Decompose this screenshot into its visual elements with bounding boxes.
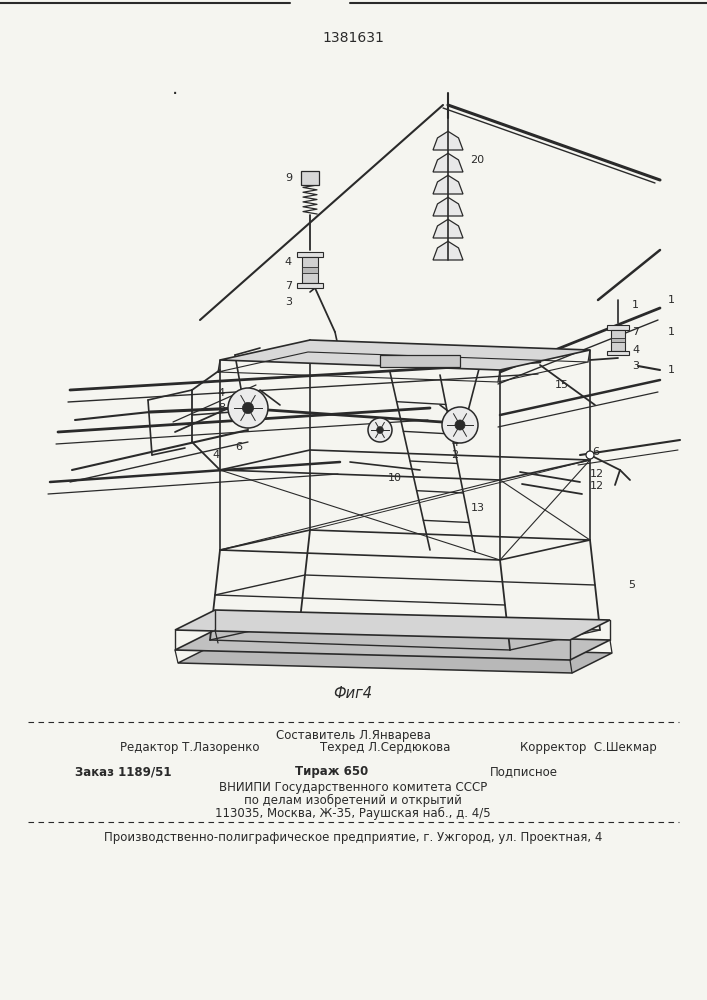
Text: 4: 4 xyxy=(452,438,459,448)
Bar xyxy=(607,351,629,355)
Text: Фиг4: Фиг4 xyxy=(334,686,373,700)
Text: 3: 3 xyxy=(285,297,292,307)
Text: Корректор  С.Шекмар: Корректор С.Шекмар xyxy=(520,742,657,754)
Text: Редактор Т.Лазоренко: Редактор Т.Лазоренко xyxy=(120,742,259,754)
Bar xyxy=(302,257,318,283)
Bar xyxy=(301,171,319,185)
Text: 3: 3 xyxy=(632,361,639,371)
Circle shape xyxy=(455,420,465,430)
Text: 1: 1 xyxy=(668,295,675,305)
Text: Производственно-полиграфическое предприятие, г. Ужгород, ул. Проектная, 4: Производственно-полиграфическое предприя… xyxy=(104,830,602,844)
Bar xyxy=(297,283,323,288)
Polygon shape xyxy=(220,340,590,370)
Text: 9: 9 xyxy=(285,173,292,183)
Polygon shape xyxy=(433,175,463,194)
Text: Составитель Л.Январева: Составитель Л.Январева xyxy=(276,728,431,742)
Text: 113035, Москва, Ж-35, Раушская наб., д. 4/5: 113035, Москва, Ж-35, Раушская наб., д. … xyxy=(215,806,491,820)
Bar xyxy=(302,267,318,273)
Text: 19: 19 xyxy=(413,345,427,355)
Polygon shape xyxy=(433,197,463,216)
Circle shape xyxy=(442,407,478,443)
Text: 10: 10 xyxy=(388,473,402,483)
Polygon shape xyxy=(433,131,463,150)
Text: 6: 6 xyxy=(235,442,242,452)
Text: ·: · xyxy=(172,86,178,104)
Text: 1381631: 1381631 xyxy=(322,31,384,45)
Text: 4: 4 xyxy=(285,257,292,267)
Polygon shape xyxy=(178,643,612,673)
Text: 12: 12 xyxy=(590,481,604,491)
Text: 8: 8 xyxy=(218,403,225,413)
Bar xyxy=(607,325,629,330)
Text: ВНИИПИ Государственного комитета СССР: ВНИИПИ Государственного комитета СССР xyxy=(219,780,487,794)
Text: 15: 15 xyxy=(555,380,569,390)
Polygon shape xyxy=(433,241,463,260)
Text: 2: 2 xyxy=(452,450,459,460)
Bar xyxy=(380,355,460,367)
Text: 1: 1 xyxy=(668,365,675,375)
Text: Заказ 1189/51: Заказ 1189/51 xyxy=(75,766,172,778)
Circle shape xyxy=(228,388,268,428)
Text: Тираж 650: Тираж 650 xyxy=(295,766,368,778)
Polygon shape xyxy=(433,153,463,172)
Text: по делам изобретений и открытий: по делам изобретений и открытий xyxy=(244,793,462,807)
Text: Техред Л.Сердюкова: Техред Л.Сердюкова xyxy=(320,742,450,754)
Circle shape xyxy=(243,402,254,414)
Bar xyxy=(611,330,625,351)
Text: 6: 6 xyxy=(592,447,599,457)
Text: Подписное: Подписное xyxy=(490,766,558,778)
Polygon shape xyxy=(175,610,610,640)
Text: 3: 3 xyxy=(455,412,462,422)
Text: 4: 4 xyxy=(213,450,220,460)
Text: 7: 7 xyxy=(285,281,292,291)
Text: 7: 7 xyxy=(632,327,639,337)
Text: 1: 1 xyxy=(668,327,675,337)
Text: 1: 1 xyxy=(632,300,639,310)
Text: 4: 4 xyxy=(218,388,225,398)
Text: 13: 13 xyxy=(471,503,485,513)
Bar xyxy=(611,338,625,342)
Text: 12: 12 xyxy=(590,469,604,479)
Polygon shape xyxy=(433,219,463,238)
Text: 3: 3 xyxy=(248,395,255,405)
Circle shape xyxy=(377,427,383,433)
Polygon shape xyxy=(175,630,610,660)
Text: 5: 5 xyxy=(628,580,635,590)
Text: 4: 4 xyxy=(632,345,639,355)
Bar xyxy=(297,252,323,257)
Circle shape xyxy=(586,451,594,459)
Circle shape xyxy=(368,418,392,442)
Text: 20: 20 xyxy=(470,155,484,165)
